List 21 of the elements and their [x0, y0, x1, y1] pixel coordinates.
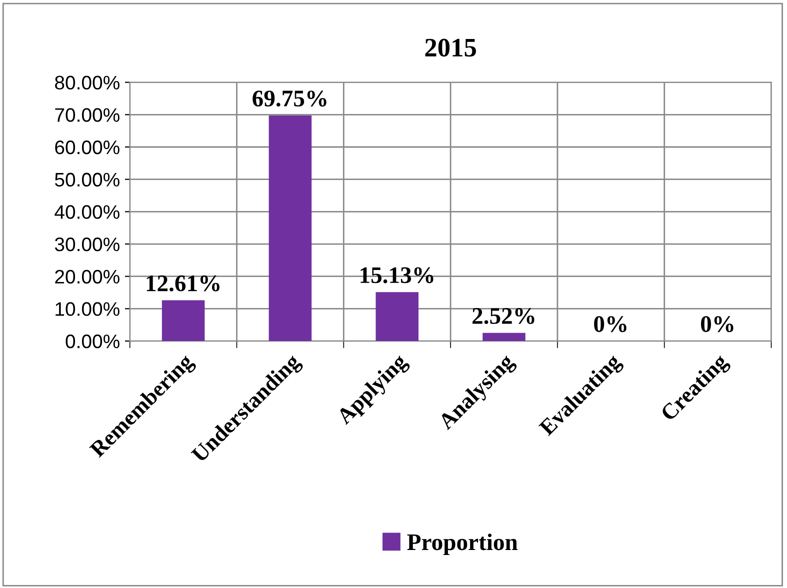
bar	[482, 332, 526, 342]
data-label: 69.75%	[252, 90, 326, 107]
legend-label: Proportion	[407, 534, 518, 555]
data-label: 2.52%	[472, 308, 534, 324]
y-tick-label: 30.00%	[54, 237, 120, 252]
bar	[162, 300, 205, 342]
y-tick-label: 40.00%	[54, 205, 120, 219]
y-tick-label: 10.00%	[56, 302, 120, 316]
data-label: 0%	[594, 316, 626, 332]
y-tick-label: 60.00%	[55, 140, 120, 154]
y-tick-label: 20.00%	[55, 270, 120, 284]
y-tick-label: 0.00%	[66, 334, 120, 348]
chart-title: 2015	[425, 38, 476, 57]
y-tick-label: 80.00%	[55, 76, 120, 90]
y-tick-label: 70.00%	[55, 108, 120, 122]
data-label: 0%	[701, 316, 734, 332]
bar	[268, 115, 312, 342]
y-tick-label: 50.00%	[54, 172, 120, 187]
bar	[376, 292, 418, 342]
data-label: 12.61%	[146, 275, 220, 292]
data-label: 15.13%	[360, 267, 434, 284]
